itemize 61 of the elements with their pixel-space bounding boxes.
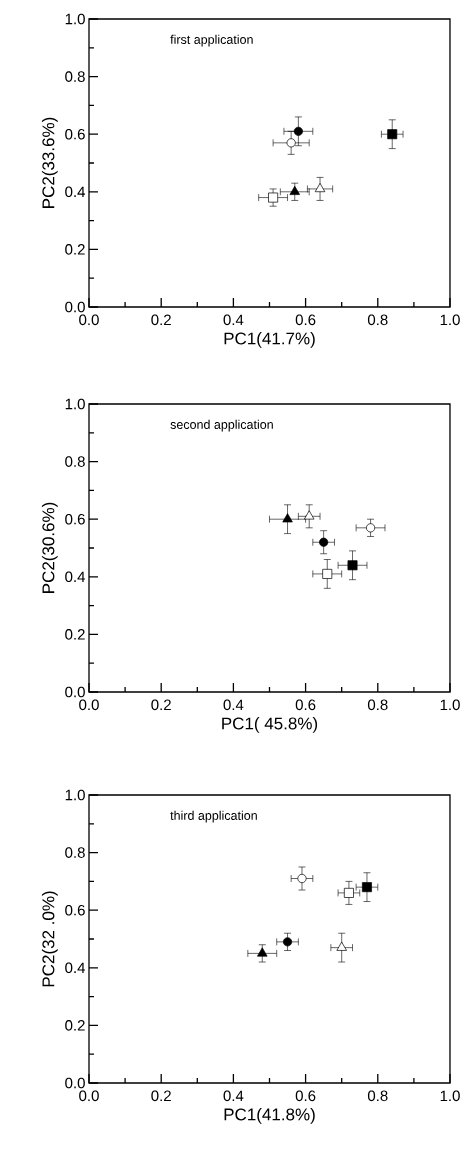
point — [366, 523, 376, 533]
y-tick-label: 0.2 — [65, 1020, 85, 1031]
x-tick-label: 0.4 — [223, 314, 244, 326]
point — [282, 937, 293, 947]
y-tick-label: 0.8 — [65, 847, 85, 858]
point — [322, 568, 333, 579]
y-tick-label: 0.6 — [65, 128, 85, 140]
x-axis-title: PC1(41.7%) — [224, 332, 315, 348]
y-axis-title: PC2(32 .0%) — [41, 891, 58, 987]
y-tick-label: 0.2 — [65, 629, 85, 640]
x-tick-label: 1.0 — [440, 1090, 460, 1102]
point — [297, 873, 307, 884]
point — [343, 887, 354, 898]
point — [336, 941, 347, 951]
x-axis-title: PC1( 45.8%) — [222, 717, 318, 733]
x-tick-label: 0.0 — [79, 1090, 99, 1102]
x-axis-title: PC1(41.8%) — [224, 1108, 315, 1124]
annotation: second application — [170, 419, 273, 432]
point — [362, 882, 372, 893]
x-tick-label: 0.0 — [79, 314, 99, 326]
x-tick-label: 0.2 — [151, 314, 171, 326]
point — [347, 560, 358, 571]
x-tick-label: 0.8 — [367, 1090, 388, 1102]
x-tick-label: 0.6 — [295, 314, 316, 326]
y-tick-label: 0.8 — [65, 71, 85, 82]
x-tick-label: 0.4 — [223, 699, 244, 711]
point — [387, 129, 398, 140]
y-tick-label: 0.6 — [65, 904, 85, 916]
y-axis-title: PC2(33.6%) — [41, 117, 58, 208]
y-tick-label: 0.4 — [65, 571, 86, 583]
x-tick-label: 0.2 — [151, 1090, 171, 1102]
point — [286, 138, 296, 148]
point — [319, 537, 329, 547]
y-tick-label: 0.0 — [65, 301, 85, 313]
y-tick-label: 1.0 — [65, 789, 85, 801]
y-tick-label: 0.4 — [65, 962, 86, 974]
point — [304, 510, 315, 520]
y-tick-label: 0.2 — [65, 244, 85, 255]
y-tick-label: 0.0 — [65, 686, 85, 698]
x-tick-label: 0.2 — [151, 699, 171, 711]
y-axis-title: PC2(30.6%) — [41, 502, 58, 593]
x-tick-label: 0.4 — [223, 1090, 244, 1102]
point — [314, 182, 326, 193]
point — [268, 192, 279, 203]
y-tick-label: 0.8 — [65, 456, 85, 467]
x-tick-label: 1.0 — [440, 699, 460, 711]
y-tick-label: 1.0 — [65, 398, 85, 410]
x-tick-label: 0.8 — [367, 699, 388, 711]
x-tick-label: 0.6 — [295, 1090, 316, 1102]
x-tick-label: 0.8 — [367, 314, 388, 326]
y-tick-label: 0.4 — [65, 186, 86, 198]
point — [282, 513, 293, 523]
y-tick-label: 0.6 — [65, 513, 85, 525]
x-tick-label: 0.0 — [79, 699, 99, 711]
annotation: first application — [170, 34, 253, 47]
x-tick-label: 1.0 — [440, 314, 460, 326]
x-tick-label: 0.6 — [295, 699, 316, 711]
point — [293, 126, 303, 136]
y-tick-label: 0.0 — [65, 1077, 85, 1089]
annotation: third application — [170, 810, 257, 823]
y-tick-label: 1.0 — [65, 13, 85, 25]
